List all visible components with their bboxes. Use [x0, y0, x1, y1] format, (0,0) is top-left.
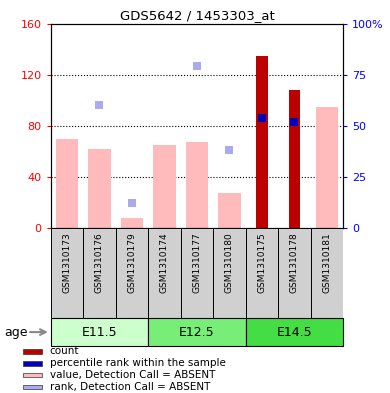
Text: E14.5: E14.5	[277, 325, 312, 339]
Point	[129, 200, 135, 207]
Bar	[121, 218, 144, 228]
FancyBboxPatch shape	[83, 228, 116, 318]
Bar	[23, 373, 42, 377]
Text: E11.5: E11.5	[82, 325, 117, 339]
FancyBboxPatch shape	[278, 228, 311, 318]
FancyBboxPatch shape	[246, 318, 343, 346]
Bar	[316, 107, 338, 228]
Text: percentile rank within the sample: percentile rank within the sample	[50, 358, 225, 368]
Text: GSM1310179: GSM1310179	[128, 232, 136, 293]
FancyBboxPatch shape	[148, 318, 246, 346]
Text: value, Detection Call = ABSENT: value, Detection Call = ABSENT	[50, 370, 215, 380]
Text: GSM1310177: GSM1310177	[192, 232, 202, 293]
Bar	[153, 145, 176, 228]
Point	[291, 119, 298, 125]
Bar	[23, 349, 42, 354]
FancyBboxPatch shape	[311, 228, 343, 318]
FancyBboxPatch shape	[213, 228, 246, 318]
FancyBboxPatch shape	[246, 228, 278, 318]
Text: E12.5: E12.5	[179, 325, 215, 339]
Bar	[186, 142, 208, 228]
Point	[96, 102, 103, 108]
FancyBboxPatch shape	[148, 228, 181, 318]
Text: GSM1310180: GSM1310180	[225, 232, 234, 293]
Bar	[23, 361, 42, 365]
FancyBboxPatch shape	[51, 228, 83, 318]
FancyBboxPatch shape	[116, 228, 148, 318]
Point	[259, 114, 265, 121]
Bar	[289, 90, 300, 228]
Text: rank, Detection Call = ABSENT: rank, Detection Call = ABSENT	[50, 382, 210, 392]
Point	[226, 147, 232, 153]
Text: count: count	[50, 347, 79, 356]
Text: age: age	[4, 325, 27, 339]
Point	[194, 63, 200, 70]
Text: GSM1310178: GSM1310178	[290, 232, 299, 293]
Bar	[88, 149, 111, 228]
FancyBboxPatch shape	[181, 228, 213, 318]
Bar	[56, 139, 78, 228]
FancyBboxPatch shape	[51, 318, 148, 346]
Bar	[256, 55, 268, 228]
Title: GDS5642 / 1453303_at: GDS5642 / 1453303_at	[120, 9, 274, 22]
Bar	[218, 193, 241, 228]
Text: GSM1310176: GSM1310176	[95, 232, 104, 293]
Bar	[23, 384, 42, 389]
Text: GSM1310181: GSM1310181	[323, 232, 332, 293]
Text: GSM1310175: GSM1310175	[257, 232, 266, 293]
Text: GSM1310174: GSM1310174	[160, 232, 169, 293]
Text: GSM1310173: GSM1310173	[62, 232, 71, 293]
